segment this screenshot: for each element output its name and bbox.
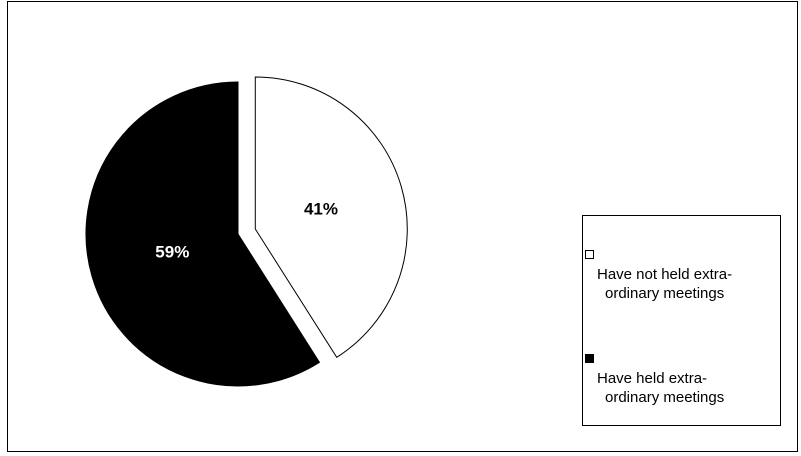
legend-swatch-held: [585, 354, 594, 363]
legend-label-held-line1: Have held extra-: [597, 370, 708, 387]
legend-label-not-held-line2: ordinary meetings: [605, 285, 725, 302]
pie-chart: 41% 59%: [85, 76, 408, 387]
pie-data-label-1: 59%: [155, 243, 189, 262]
chart-frame: 41% 59% Have not held extra- ordinary mee…: [7, 1, 798, 452]
pie-slice-0: [254, 76, 408, 359]
legend-label-not-held: Have not held extra- ordinary meetings: [597, 246, 732, 322]
legend: Have not held extra- ordinary meetings H…: [582, 215, 781, 426]
legend-swatch-not-held: [585, 250, 594, 259]
legend-label-not-held-line1: Have not held extra-: [597, 266, 733, 283]
legend-label-held: Have held extra- ordinary meetings: [597, 350, 724, 426]
pie-slice-1: [85, 81, 321, 387]
legend-label-held-line2: ordinary meetings: [605, 389, 725, 406]
pie-data-label-0: 41%: [304, 199, 338, 218]
